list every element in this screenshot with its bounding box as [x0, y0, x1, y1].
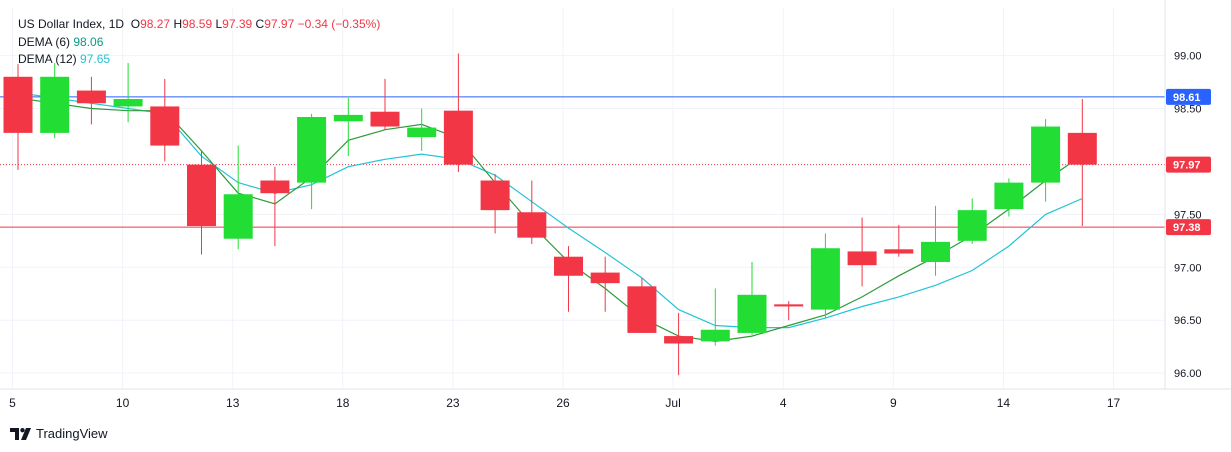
candle-body	[810, 248, 840, 310]
candle-body	[957, 210, 987, 241]
candlesticks	[3, 53, 1097, 376]
y-tick-label: 97.00	[1174, 262, 1202, 274]
price-label: 97.97	[1173, 160, 1201, 172]
candle-body	[921, 241, 950, 262]
dema6-value: 98.06	[73, 35, 104, 49]
y-tick-label: 96.00	[1174, 368, 1202, 380]
candle-body	[664, 336, 694, 344]
x-tick-label: 26	[556, 396, 570, 410]
candle-body	[407, 127, 437, 138]
candle-body	[847, 251, 877, 266]
tradingview-logo-icon	[10, 427, 32, 440]
chart-axes: 99.00 98.50 97.50 97.00 96.50 96.00 5 10 13 18 23 2…	[0, 0, 1231, 410]
dema-12-line	[17, 92, 1083, 329]
open-value: 98.27	[140, 17, 171, 31]
price-label-bg	[1166, 219, 1211, 236]
candle-body	[187, 164, 216, 227]
candle-body	[40, 76, 70, 133]
close-label: C	[255, 17, 265, 31]
open-label: O	[130, 17, 141, 31]
dema-12-polyline	[17, 92, 1083, 329]
change-value: −0.34 (−0.35%)	[297, 17, 381, 31]
brand-name: TradingView	[36, 426, 108, 441]
low-label: L	[215, 17, 223, 31]
candle-body	[3, 76, 33, 133]
candle-body	[517, 212, 547, 238]
y-tick-label: 99.00	[1174, 51, 1202, 63]
x-tick-label: 17	[1107, 396, 1121, 410]
chart-grid	[0, 8, 1165, 389]
candle-body	[774, 304, 804, 307]
candle-body	[443, 110, 473, 165]
x-tick-label: 10	[116, 396, 130, 410]
candle-body	[480, 180, 510, 211]
price-label-bg	[1166, 88, 1211, 105]
price-label-bg	[1166, 156, 1211, 173]
price-label: 97.38	[1173, 222, 1201, 234]
x-tick-label: 4	[780, 396, 787, 410]
candle-body	[76, 90, 106, 104]
high-value: 98.59	[182, 17, 213, 31]
candle-body	[297, 117, 327, 183]
x-tick-label: 5	[9, 396, 16, 410]
y-tick-label: 96.50	[1174, 315, 1202, 327]
candle-body	[554, 256, 583, 276]
legend-ohlc: US Dollar Index, 1D O98.27 H98.59 L97.39…	[18, 16, 380, 33]
candle-body	[590, 272, 620, 284]
legend-dema6[interactable]: DEMA (6) 98.06	[18, 34, 103, 51]
low-value: 97.39	[222, 17, 253, 31]
candle-body	[370, 111, 400, 127]
candle-body	[884, 249, 914, 254]
x-tick-label: 9	[890, 396, 897, 410]
dema-6-line	[17, 97, 1083, 343]
candle-body	[223, 194, 253, 239]
candle-body	[113, 99, 143, 107]
y-tick-label: 97.50	[1174, 209, 1202, 221]
candle-body	[737, 294, 767, 333]
candle-body	[994, 182, 1024, 210]
price-labels: 98.61 97.97 97.38	[1166, 88, 1211, 236]
y-tick-label: 98.50	[1174, 104, 1202, 116]
dema-6-polyline	[17, 97, 1083, 343]
dema12-label: DEMA (12)	[18, 52, 77, 66]
candle-body	[150, 106, 180, 146]
candle-body	[260, 180, 290, 194]
dema6-label: DEMA (6)	[18, 35, 71, 49]
symbol-title: US Dollar Index, 1D	[18, 17, 125, 31]
candle-body	[627, 286, 657, 333]
price-label: 98.61	[1173, 92, 1201, 104]
legend-dema12[interactable]: DEMA (12) 97.65	[18, 51, 110, 68]
dema12-value: 97.65	[80, 52, 111, 66]
x-tick-label: 13	[226, 396, 240, 410]
x-tick-label: 14	[997, 396, 1011, 410]
high-label: H	[173, 17, 183, 31]
tradingview-brand[interactable]: TradingView	[10, 426, 108, 441]
candle-body	[700, 329, 730, 342]
x-tick-label: Jul	[665, 396, 680, 410]
x-tick-label: 23	[446, 396, 460, 410]
candle-body	[333, 114, 363, 122]
candle-body	[1031, 126, 1061, 183]
candle-body	[1067, 132, 1097, 165]
close-value: 97.97	[264, 17, 295, 31]
x-tick-label: 18	[336, 396, 350, 410]
